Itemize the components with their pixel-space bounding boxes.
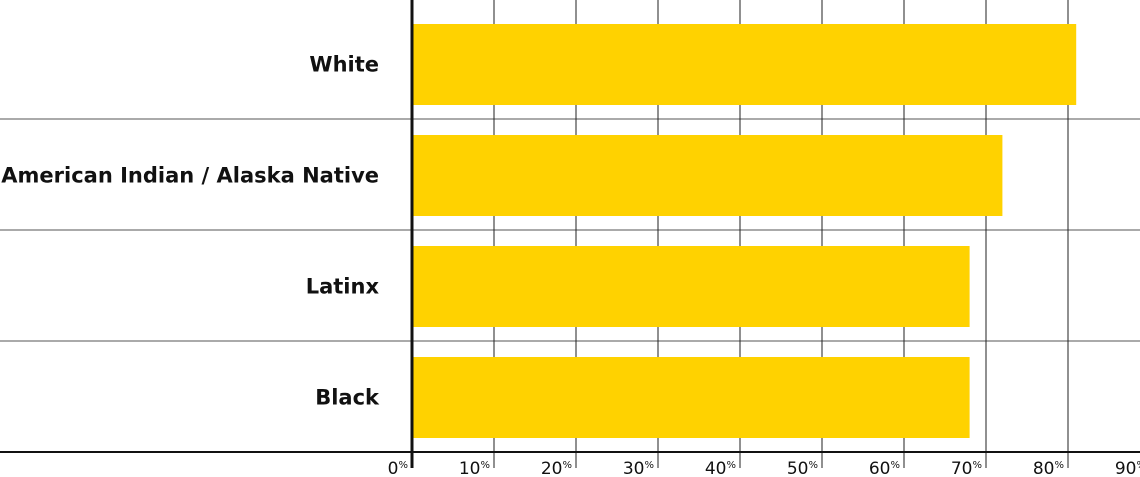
category-labels: White American Indian / Alaska Native Lati… [1, 53, 380, 410]
tick-label-90: 90% [1115, 459, 1140, 477]
tick-label-20: 20% [541, 459, 572, 477]
category-label-0: White [309, 53, 379, 77]
tick-label-0: 0% [388, 459, 408, 477]
tick-label-10: 10% [459, 459, 490, 477]
tick-label-40: 40% [705, 459, 736, 477]
tick-label-80: 80% [1033, 459, 1064, 477]
row-separators [0, 118, 1140, 342]
tick-label-60: 60% [869, 459, 900, 477]
tick-label-50: 50% [787, 459, 818, 477]
bar-3 [412, 357, 970, 438]
tick-label-70: 70% [951, 459, 982, 477]
category-label-2: Latinx [306, 275, 380, 299]
x-tick-labels: 0% 10% 20% 30% 40% 50% 60% 70% 80% 90% [388, 459, 1140, 477]
bar-2 [412, 246, 970, 327]
bar-0 [412, 24, 1077, 105]
category-label-1: American Indian / Alaska Native [1, 164, 379, 188]
bar-1 [412, 135, 1003, 216]
tick-label-30: 30% [623, 459, 654, 477]
bars [412, 24, 1077, 438]
category-label-3: Black [315, 386, 380, 410]
